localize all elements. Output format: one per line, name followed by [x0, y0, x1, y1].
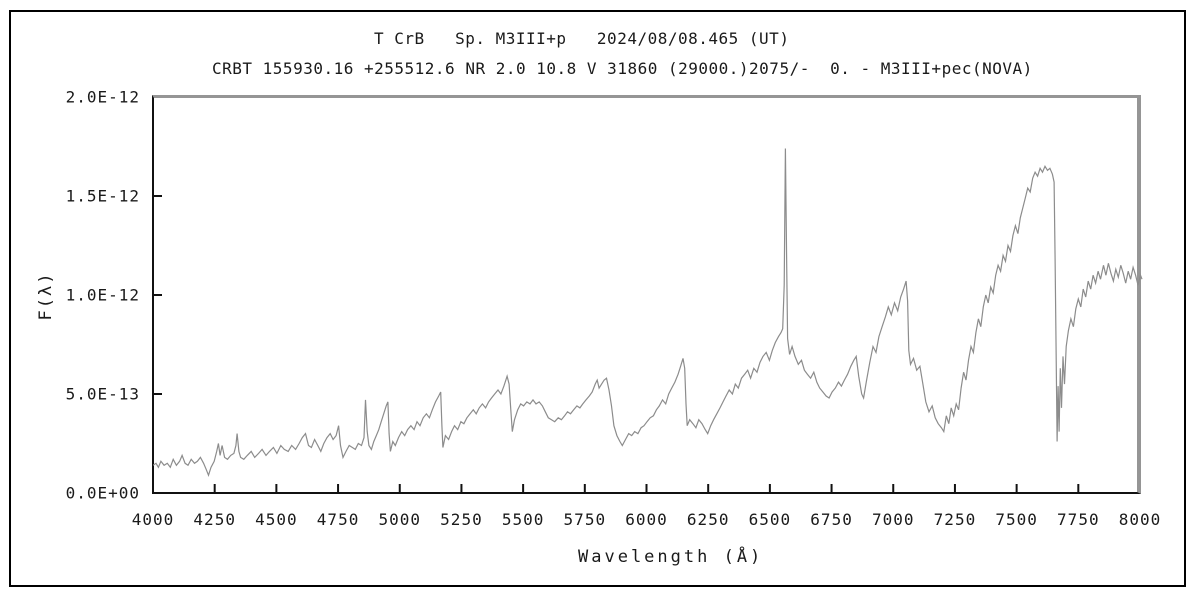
y-tick-label: 1.0E-12: [65, 285, 140, 305]
x-tick-label: 5250: [440, 510, 483, 529]
y-tick-label: 1.5E-12: [65, 186, 140, 206]
x-tick-label: 4750: [316, 510, 360, 529]
x-tick-label: 8000: [1118, 510, 1162, 529]
x-tick-label: 5000: [378, 510, 422, 529]
y-tick-label: 5.0E-13: [65, 384, 140, 404]
x-tick-label: 5500: [501, 510, 545, 529]
x-tick-label: 7000: [871, 510, 915, 529]
x-tick-label: 5750: [563, 510, 607, 529]
x-tick-label: 6500: [748, 510, 792, 529]
chart-title-line-1: T CrB Sp. M3III+p 2024/08/08.465 (UT): [374, 29, 790, 48]
x-tick-label: 4500: [255, 510, 298, 529]
x-tick-label: 6750: [810, 510, 853, 529]
x-tick-label: 7750: [1057, 510, 1100, 529]
y-tick-label: 2.0E-12: [65, 87, 140, 107]
x-tick-label: 4250: [193, 510, 236, 529]
x-tick-label: 6250: [686, 510, 730, 529]
y-tick-label: 0.0E+00: [65, 483, 140, 503]
x-tick-label: 7250: [933, 510, 977, 529]
spectrum-line: [153, 148, 1143, 477]
x-tick-label: 6000: [625, 510, 668, 529]
x-tick-label: 4000: [131, 510, 175, 529]
plot-frame: [152, 95, 1141, 494]
x-tick-label: 7500: [995, 510, 1038, 529]
x-axis-title: Wavelength (Å): [578, 547, 764, 567]
chart-title-line-2: CRBT 155930.16 +255512.6 NR 2.0 10.8 V 3…: [212, 59, 1033, 78]
